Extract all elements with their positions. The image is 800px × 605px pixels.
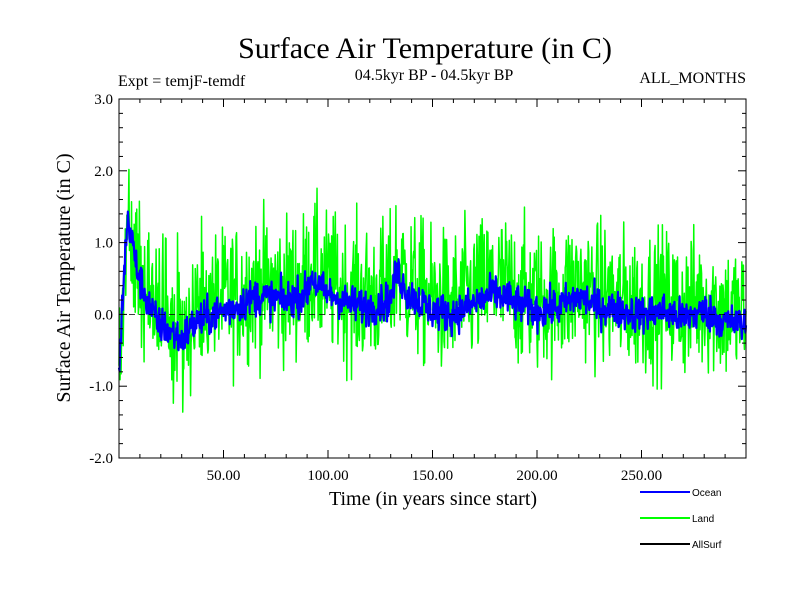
- legend-label-ocean: Ocean: [692, 488, 721, 499]
- x-tick-label: 250.00: [621, 468, 662, 484]
- y-axis-label: Surface Air Temperature (in C): [53, 153, 75, 402]
- series-line-land: [118, 168, 747, 413]
- y-tick-label: -2.0: [89, 451, 113, 467]
- y-tick-label: 2.0: [94, 164, 113, 180]
- y-tick-label: 3.0: [94, 92, 113, 108]
- chart-title: Surface Air Temperature (in C): [238, 32, 612, 65]
- chart-subtitle-center: 04.5kyr BP - 04.5kyr BP: [355, 67, 514, 84]
- series-layer: [117, 168, 748, 413]
- y-tick-label: 0.0: [94, 307, 113, 323]
- x-tick-label: 200.00: [516, 468, 557, 484]
- legend-label-land: Land: [692, 514, 714, 525]
- x-tick-label: 50.00: [207, 468, 241, 484]
- series-line-ocean: [117, 210, 748, 372]
- y-tick-label: 1.0: [94, 236, 113, 252]
- y-tick-label: -1.0: [89, 379, 113, 395]
- x-axis-label: Time (in years since start): [329, 488, 537, 510]
- x-tick-label: 150.00: [412, 468, 453, 484]
- axis-layer: 50.00 100.00 150.00 200.00 250.00 -2.0 -1.0 0.0…: [89, 92, 746, 484]
- chart-subtitle-right: ALL_MONTHS: [639, 70, 746, 87]
- legend: Ocean Land AllSurf: [640, 488, 722, 551]
- x-tick-label: 100.00: [307, 468, 348, 484]
- legend-label-allsurf: AllSurf: [692, 540, 722, 551]
- plot-frame: [118, 98, 747, 459]
- chart-subtitle-left: Expt = temjF-temdf: [118, 73, 246, 90]
